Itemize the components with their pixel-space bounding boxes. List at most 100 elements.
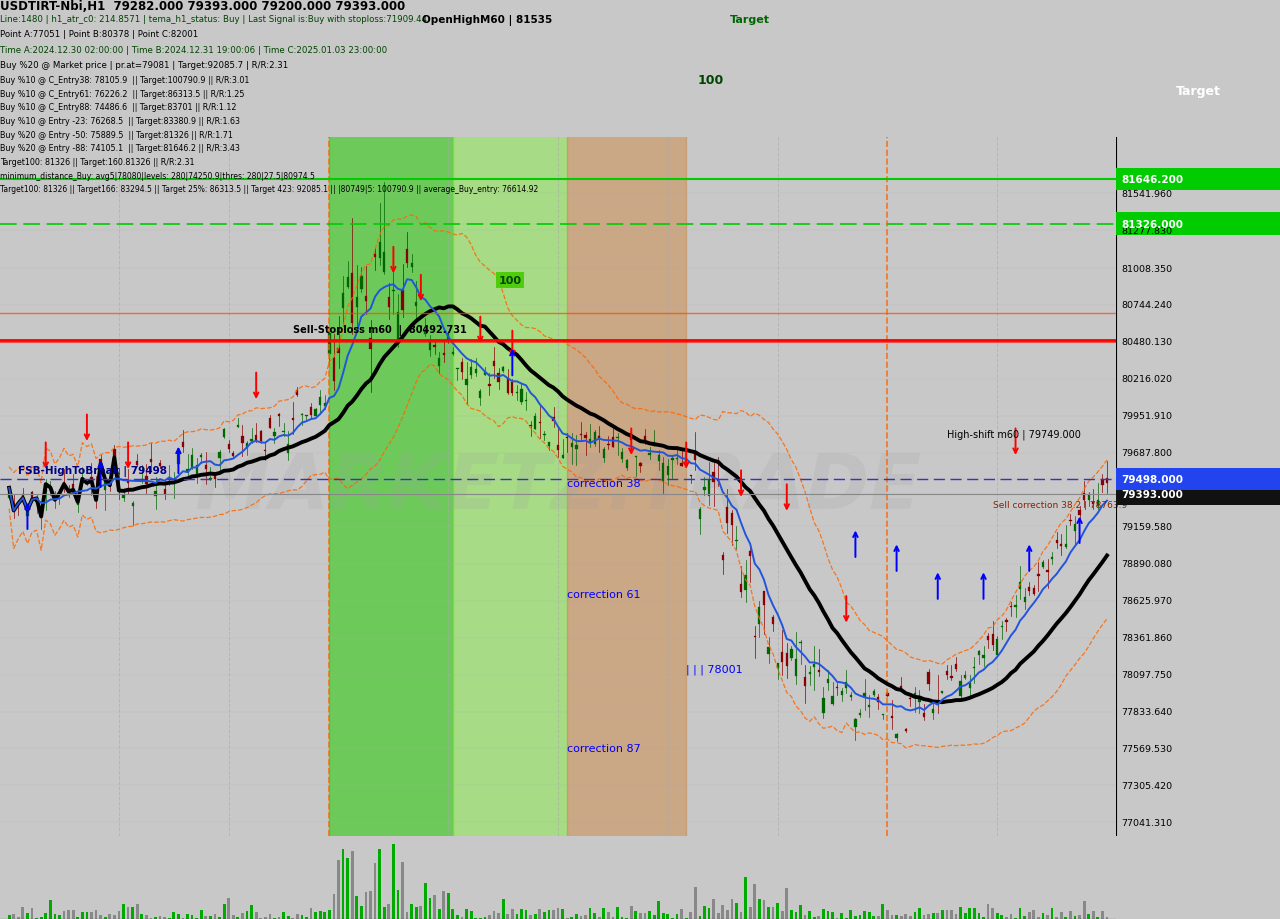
Bar xyxy=(72,485,74,491)
Bar xyxy=(516,914,518,919)
Bar xyxy=(296,391,298,396)
Bar xyxy=(553,418,554,421)
Bar xyxy=(694,452,696,460)
Bar xyxy=(1079,511,1080,516)
Bar xyxy=(566,437,568,438)
Bar xyxy=(283,431,284,433)
Bar xyxy=(488,914,490,919)
Bar xyxy=(22,907,24,919)
Bar xyxy=(219,453,220,459)
Bar xyxy=(356,896,358,919)
Bar xyxy=(676,459,678,460)
Bar xyxy=(1087,913,1091,919)
Bar xyxy=(479,918,481,919)
Bar xyxy=(511,382,513,394)
Bar xyxy=(658,902,660,919)
Bar xyxy=(72,910,74,919)
Bar xyxy=(763,900,765,919)
Bar xyxy=(836,686,838,688)
Bar xyxy=(118,479,120,481)
Text: 81541.960: 81541.960 xyxy=(1121,189,1172,199)
Bar xyxy=(1092,503,1094,505)
Bar xyxy=(145,476,147,484)
Bar xyxy=(603,908,605,919)
Bar xyxy=(406,912,408,919)
Bar xyxy=(1074,525,1076,531)
Bar xyxy=(1033,910,1036,919)
Bar xyxy=(186,913,189,919)
Bar xyxy=(123,495,124,498)
Bar xyxy=(205,465,207,470)
Bar xyxy=(328,910,330,919)
Bar xyxy=(992,635,993,645)
Bar xyxy=(168,918,170,919)
Bar xyxy=(639,913,641,919)
Text: 79687.800: 79687.800 xyxy=(1121,448,1172,458)
Bar xyxy=(845,918,847,919)
Bar xyxy=(1033,588,1036,594)
Bar xyxy=(1083,902,1085,919)
Bar xyxy=(141,914,143,919)
Bar xyxy=(402,290,403,311)
Bar xyxy=(1116,213,1280,235)
Bar xyxy=(232,914,234,919)
Bar xyxy=(182,918,184,919)
Bar xyxy=(191,455,193,467)
Bar xyxy=(228,445,230,449)
Bar xyxy=(379,243,381,259)
Bar xyxy=(40,917,42,919)
Bar xyxy=(667,467,669,475)
Bar xyxy=(818,670,820,673)
Bar xyxy=(214,914,216,919)
Bar xyxy=(1028,912,1030,919)
Bar xyxy=(799,905,801,919)
Bar xyxy=(978,913,980,919)
Bar xyxy=(31,493,33,500)
Bar xyxy=(731,899,733,919)
Bar xyxy=(589,909,591,919)
Bar xyxy=(77,503,79,505)
Bar xyxy=(648,912,652,919)
Bar xyxy=(91,478,92,481)
Bar xyxy=(63,911,65,919)
Bar xyxy=(22,494,24,498)
Bar xyxy=(653,915,655,919)
Bar xyxy=(27,510,28,516)
Bar xyxy=(964,675,966,678)
Bar xyxy=(429,898,431,919)
Bar xyxy=(246,911,248,919)
Bar xyxy=(360,277,362,289)
Bar xyxy=(891,914,893,919)
Bar xyxy=(104,481,106,490)
Text: 77569.530: 77569.530 xyxy=(1121,744,1172,753)
Bar xyxy=(690,475,692,477)
Bar xyxy=(264,917,266,919)
Bar xyxy=(928,672,929,684)
Bar xyxy=(1014,918,1016,919)
Bar xyxy=(809,672,810,674)
Bar xyxy=(388,904,390,919)
Bar xyxy=(804,915,806,919)
Bar xyxy=(1047,571,1048,572)
Bar xyxy=(502,899,504,919)
Bar xyxy=(520,910,522,919)
Bar xyxy=(886,693,888,696)
Bar xyxy=(465,910,468,919)
Bar xyxy=(269,419,271,428)
Bar xyxy=(841,691,842,695)
Bar xyxy=(850,911,852,919)
Bar xyxy=(255,436,257,442)
Bar xyxy=(772,618,774,625)
Bar xyxy=(205,916,207,919)
Bar xyxy=(54,914,56,919)
Text: 80744.240: 80744.240 xyxy=(1121,301,1172,310)
Bar xyxy=(26,913,29,919)
Text: Target100: 81326 || Target:160.81326 || R/R:2.31: Target100: 81326 || Target:160.81326 || … xyxy=(0,158,195,166)
Bar xyxy=(301,914,303,919)
Bar xyxy=(191,914,193,919)
Bar xyxy=(8,488,10,499)
Bar xyxy=(575,446,577,450)
Bar xyxy=(196,917,198,919)
Bar xyxy=(567,124,686,850)
Bar xyxy=(557,908,559,919)
